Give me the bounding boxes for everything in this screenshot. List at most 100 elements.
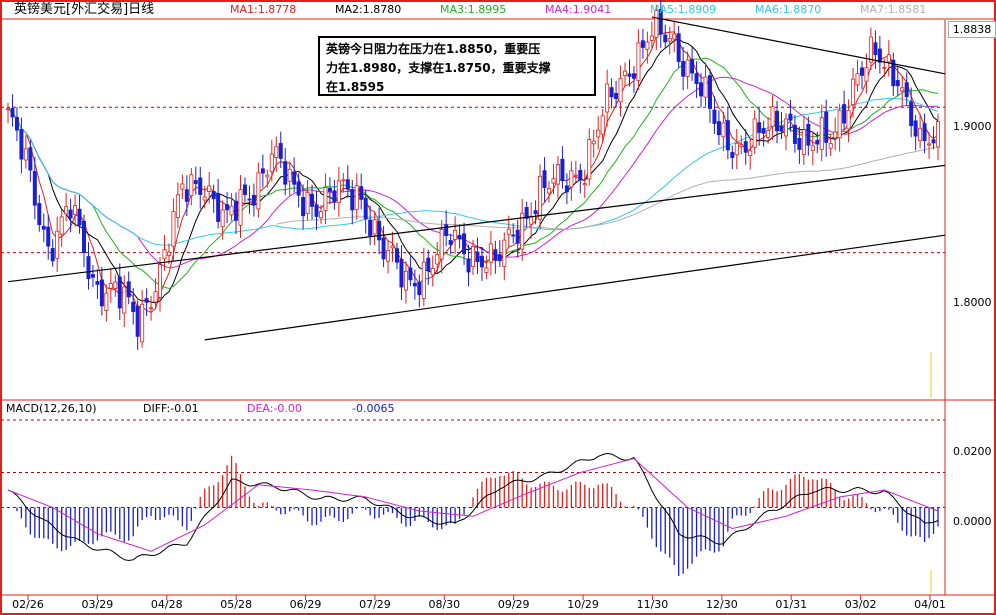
candle-body bbox=[234, 200, 239, 221]
candle-body bbox=[600, 115, 605, 135]
macd-histogram bbox=[11, 455, 939, 576]
candle-body bbox=[37, 203, 42, 225]
annotation-line: 英镑今日阻力在压力在1.8850，重要压 bbox=[326, 42, 541, 56]
candle-body bbox=[837, 109, 842, 139]
candle-body bbox=[32, 171, 37, 206]
candle-body bbox=[448, 240, 453, 245]
candle-body bbox=[493, 249, 498, 261]
candle-body bbox=[144, 298, 149, 303]
candle-body bbox=[345, 179, 350, 190]
candle-body bbox=[77, 208, 82, 226]
candle-body bbox=[305, 192, 310, 215]
candle-body bbox=[278, 143, 283, 159]
candle-body bbox=[207, 185, 212, 192]
candle-body bbox=[649, 35, 654, 41]
ma2-label: MA2:1.8780 bbox=[335, 3, 402, 16]
candle-body bbox=[408, 267, 413, 281]
candle-body bbox=[354, 185, 359, 210]
candle-body bbox=[117, 276, 122, 309]
candle-body bbox=[10, 108, 15, 118]
trend-line bbox=[204, 234, 946, 341]
moving-average-line bbox=[7, 76, 939, 269]
candle-body bbox=[220, 209, 225, 228]
candle-body bbox=[913, 120, 918, 137]
candle-body bbox=[421, 261, 426, 299]
candle-body bbox=[269, 153, 274, 172]
candle-body bbox=[202, 196, 207, 201]
candle-body bbox=[734, 142, 739, 156]
candle-body bbox=[833, 131, 838, 139]
candle-body bbox=[560, 158, 565, 182]
candle-body bbox=[564, 185, 569, 193]
y-tick-label: 1.8000 bbox=[953, 296, 992, 309]
candle-body bbox=[631, 73, 636, 79]
candle-body bbox=[225, 204, 230, 211]
candle-body bbox=[931, 139, 936, 144]
candle-body bbox=[547, 188, 552, 194]
x-tick-label: 09/29 bbox=[497, 598, 530, 611]
candle-body bbox=[555, 164, 560, 185]
candle-body bbox=[904, 82, 909, 98]
candle-body bbox=[542, 170, 547, 188]
candle-body bbox=[86, 256, 91, 280]
x-tick-label: 04/28 bbox=[150, 598, 183, 611]
macd-y-tick-label: 0.0200 bbox=[953, 445, 992, 458]
candle-body bbox=[922, 123, 927, 141]
candle-body bbox=[703, 76, 708, 98]
candle-body bbox=[50, 248, 55, 262]
ma5-label: MA5:1.8909 bbox=[650, 3, 717, 16]
candle-body bbox=[327, 187, 332, 192]
candle-body bbox=[238, 189, 243, 226]
x-tick-label: 11/30 bbox=[636, 598, 669, 611]
candle-body bbox=[256, 172, 261, 210]
candle-body bbox=[95, 281, 100, 285]
candle-body bbox=[891, 59, 896, 87]
candle-body bbox=[287, 168, 292, 182]
candle-body bbox=[323, 187, 328, 211]
candle-body bbox=[412, 282, 417, 287]
ma7-label: MA7:1.8581 bbox=[860, 3, 927, 16]
y-tick-label: 1.9000 bbox=[953, 120, 992, 133]
candle-body bbox=[819, 117, 824, 151]
candle-body bbox=[23, 148, 28, 161]
candle-body bbox=[779, 125, 784, 132]
candle-body bbox=[520, 212, 525, 250]
candle-body bbox=[28, 147, 33, 171]
candle-body bbox=[242, 184, 247, 195]
candle-body bbox=[663, 34, 668, 43]
candle-body bbox=[359, 186, 364, 200]
candle-body bbox=[582, 183, 587, 186]
candle-body bbox=[394, 248, 399, 263]
candle-body bbox=[479, 255, 484, 268]
candle-body bbox=[247, 198, 252, 201]
candle-body bbox=[68, 209, 73, 219]
x-tick-label: 10/29 bbox=[567, 598, 599, 611]
x-tick-label: 03/29 bbox=[81, 598, 114, 611]
candle-body bbox=[739, 144, 744, 147]
candle-body bbox=[868, 36, 873, 63]
candle-body bbox=[470, 246, 475, 268]
candle-body bbox=[332, 190, 337, 203]
x-tick-label: 04/01 bbox=[914, 598, 946, 611]
candle-body bbox=[761, 128, 766, 134]
candle-body bbox=[569, 170, 574, 188]
candle-body bbox=[318, 211, 323, 219]
candle-body bbox=[19, 129, 24, 160]
candle-body bbox=[59, 216, 64, 235]
candle-body bbox=[122, 286, 127, 314]
candle-body bbox=[372, 219, 377, 235]
candle-body bbox=[14, 117, 19, 131]
candle-body bbox=[524, 207, 529, 219]
candle-body bbox=[386, 249, 391, 262]
candle-body bbox=[725, 120, 730, 151]
candle-body bbox=[721, 122, 726, 138]
dea-line bbox=[7, 457, 939, 552]
ma1-label: MA1:1.8778 bbox=[230, 3, 297, 16]
candle-body bbox=[457, 234, 462, 240]
candle-body bbox=[573, 174, 578, 177]
candle-body bbox=[184, 189, 189, 202]
candle-body bbox=[918, 127, 923, 142]
candle-body bbox=[292, 171, 297, 185]
candle-body bbox=[314, 204, 319, 217]
candle-body bbox=[301, 197, 306, 217]
